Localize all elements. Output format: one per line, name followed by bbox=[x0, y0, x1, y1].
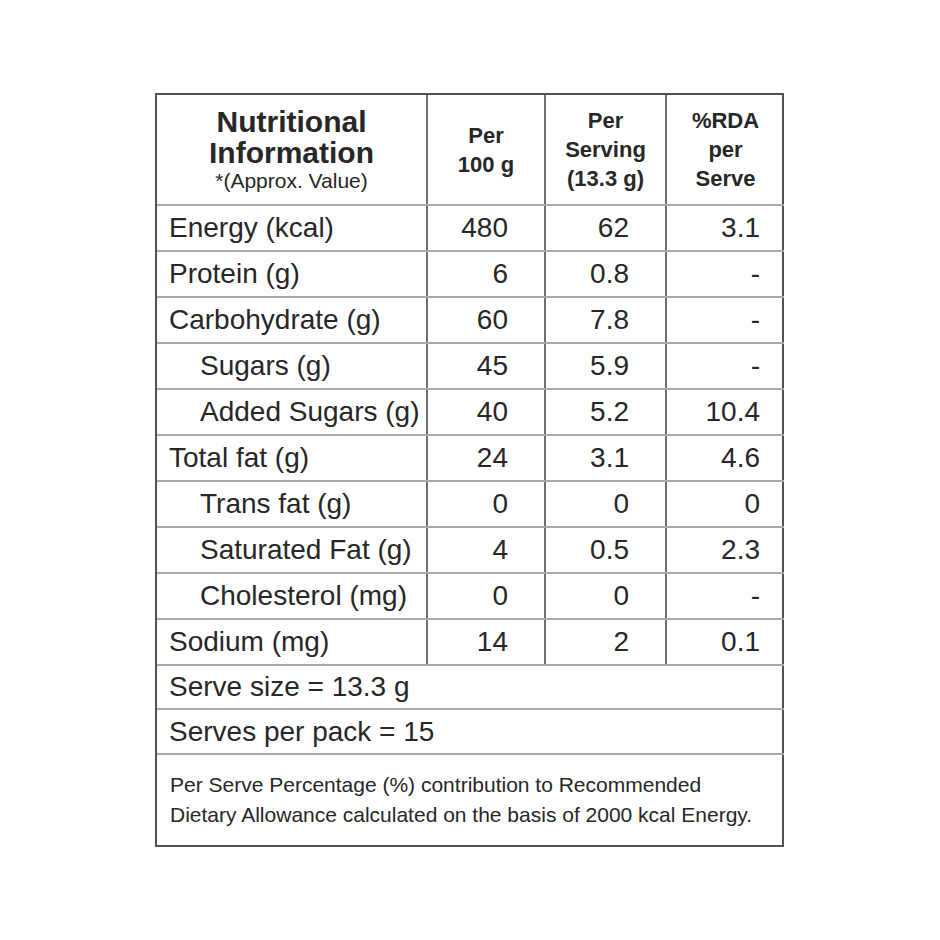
table-row-trans-fat: Trans fat (g) 0 0 0 bbox=[157, 481, 784, 527]
value-per-serving: 0 bbox=[545, 481, 666, 527]
value-per-serving: 62 bbox=[545, 205, 666, 251]
nutrient-label: Trans fat (g) bbox=[157, 481, 427, 527]
serve-size-row: Serve size = 13.3 g bbox=[157, 665, 784, 709]
value-per-100g: 24 bbox=[427, 435, 545, 481]
serves-per-pack-text: Serves per pack = 15 bbox=[157, 709, 784, 754]
value-rda-per-serve: - bbox=[666, 343, 784, 389]
table-row-total-fat: Total fat (g) 24 3.1 4.6 bbox=[157, 435, 784, 481]
value-per-100g: 40 bbox=[427, 389, 545, 435]
value-per-serving: 7.8 bbox=[545, 297, 666, 343]
header-per-serving-line3: (13.3 g) bbox=[546, 164, 665, 193]
value-per-serving: 3.1 bbox=[545, 435, 666, 481]
serve-size-text: Serve size = 13.3 g bbox=[157, 665, 784, 709]
nutrient-label: Added Sugars (g) bbox=[157, 389, 427, 435]
nutrient-label: Protein (g) bbox=[157, 251, 427, 297]
header-per-100g-line1: Per bbox=[428, 121, 544, 150]
value-rda-per-serve: - bbox=[666, 297, 784, 343]
value-per-serving: 5.9 bbox=[545, 343, 666, 389]
value-rda-per-serve: 0.1 bbox=[666, 619, 784, 665]
value-per-100g: 60 bbox=[427, 297, 545, 343]
value-per-100g: 480 bbox=[427, 205, 545, 251]
table-row-added-sugars: Added Sugars (g) 40 5.2 10.4 bbox=[157, 389, 784, 435]
value-per-serving: 0 bbox=[545, 573, 666, 619]
header-rda-line3: Serve bbox=[667, 164, 784, 193]
value-per-100g: 4 bbox=[427, 527, 545, 573]
serves-per-pack-row: Serves per pack = 15 bbox=[157, 709, 784, 754]
value-per-100g: 0 bbox=[427, 573, 545, 619]
value-rda-per-serve: 3.1 bbox=[666, 205, 784, 251]
table-row-energy: Energy (kcal) 480 62 3.1 bbox=[157, 205, 784, 251]
nutrient-label: Saturated Fat (g) bbox=[157, 527, 427, 573]
rda-footnote-line1: Per Serve Percentage (%) contribution to… bbox=[170, 770, 776, 800]
header-title-line1: Nutritional bbox=[157, 106, 426, 137]
value-rda-per-serve: 10.4 bbox=[666, 389, 784, 435]
table-row-sugars: Sugars (g) 45 5.9 - bbox=[157, 343, 784, 389]
nutrient-label: Energy (kcal) bbox=[157, 205, 427, 251]
nutrient-label: Sodium (mg) bbox=[157, 619, 427, 665]
nutrient-label: Carbohydrate (g) bbox=[157, 297, 427, 343]
value-per-serving: 0.5 bbox=[545, 527, 666, 573]
header-rda-line1: %RDA bbox=[667, 106, 784, 135]
approx-value-note: *(Approx. Value) bbox=[157, 169, 426, 193]
value-per-100g: 0 bbox=[427, 481, 545, 527]
value-rda-per-serve: - bbox=[666, 251, 784, 297]
value-per-100g: 6 bbox=[427, 251, 545, 297]
rda-footnote-line2: Dietary Allowance calculated on the basi… bbox=[170, 800, 776, 830]
header-per-serving-line1: Per bbox=[546, 106, 665, 135]
value-rda-per-serve: 4.6 bbox=[666, 435, 784, 481]
value-rda-per-serve: 0 bbox=[666, 481, 784, 527]
header-per-100g-line2: 100 g bbox=[428, 150, 544, 179]
header-per-serving-line2: Serving bbox=[546, 135, 665, 164]
nutrition-facts-panel: Nutritional Information *(Approx. Value)… bbox=[155, 93, 784, 847]
value-per-serving: 0.8 bbox=[545, 251, 666, 297]
nutrition-table: Nutritional Information *(Approx. Value)… bbox=[157, 95, 784, 845]
table-row-protein: Protein (g) 6 0.8 - bbox=[157, 251, 784, 297]
nutrient-label: Cholesterol (mg) bbox=[157, 573, 427, 619]
table-row-saturated-fat: Saturated Fat (g) 4 0.5 2.3 bbox=[157, 527, 784, 573]
nutrient-label: Sugars (g) bbox=[157, 343, 427, 389]
footnote-row: Per Serve Percentage (%) contribution to… bbox=[157, 754, 784, 845]
table-header-row: Nutritional Information *(Approx. Value)… bbox=[157, 95, 784, 205]
value-per-100g: 14 bbox=[427, 619, 545, 665]
value-per-serving: 5.2 bbox=[545, 389, 666, 435]
value-rda-per-serve: 2.3 bbox=[666, 527, 784, 573]
header-per-serving: Per Serving (13.3 g) bbox=[545, 95, 666, 205]
header-rda-line2: per bbox=[667, 135, 784, 164]
value-per-serving: 2 bbox=[545, 619, 666, 665]
header-per-100g: Per 100 g bbox=[427, 95, 545, 205]
header-rda-per-serve: %RDA per Serve bbox=[666, 95, 784, 205]
value-per-100g: 45 bbox=[427, 343, 545, 389]
header-title-line2: Information bbox=[157, 137, 426, 168]
value-rda-per-serve: - bbox=[666, 573, 784, 619]
nutrient-label: Total fat (g) bbox=[157, 435, 427, 481]
rda-footnote: Per Serve Percentage (%) contribution to… bbox=[157, 754, 784, 845]
header-nutritional-information: Nutritional Information *(Approx. Value) bbox=[157, 95, 427, 205]
table-row-carbohydrate: Carbohydrate (g) 60 7.8 - bbox=[157, 297, 784, 343]
table-row-sodium: Sodium (mg) 14 2 0.1 bbox=[157, 619, 784, 665]
table-row-cholesterol: Cholesterol (mg) 0 0 - bbox=[157, 573, 784, 619]
